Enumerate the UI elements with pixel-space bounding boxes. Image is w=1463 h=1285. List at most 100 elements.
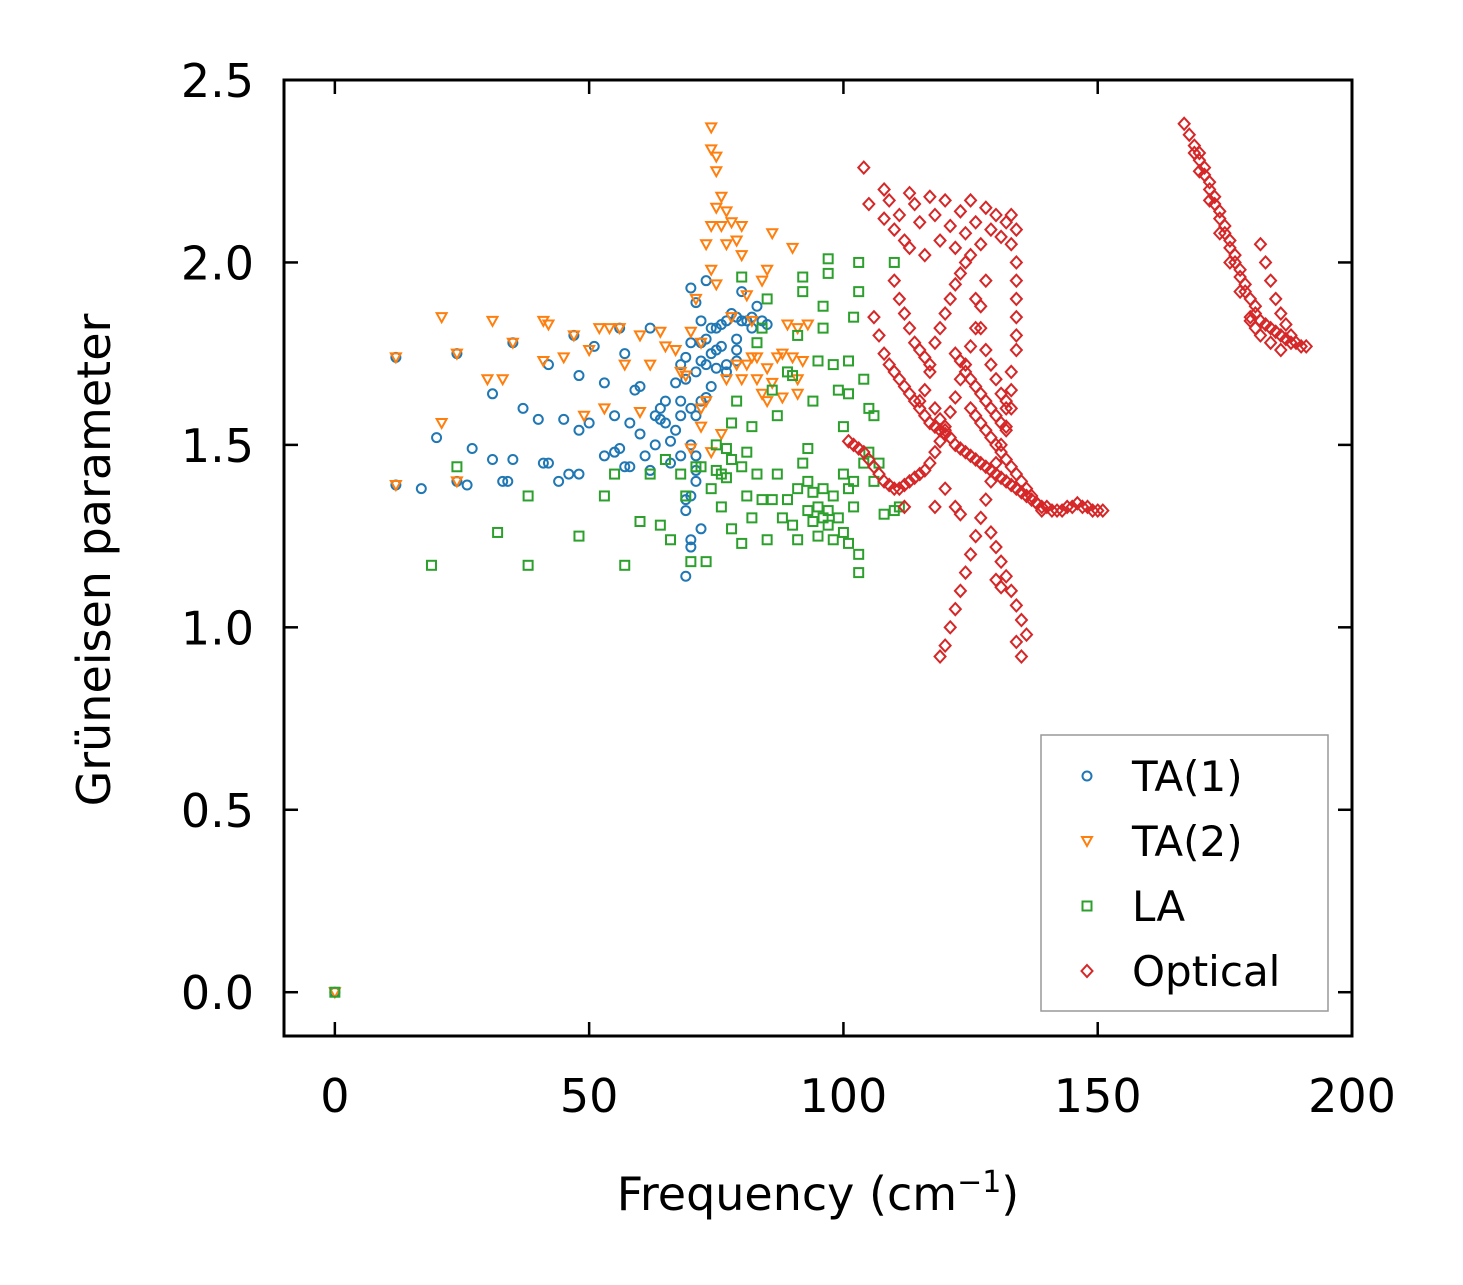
data-point — [1192, 145, 1207, 161]
data-point — [329, 986, 341, 998]
data-point — [719, 206, 734, 219]
data-point — [968, 214, 983, 230]
data-point — [741, 490, 753, 502]
data-point — [1050, 503, 1064, 519]
data-point — [994, 229, 1008, 245]
data-point — [756, 322, 768, 334]
data-point — [837, 468, 849, 480]
data-point — [1045, 503, 1059, 519]
data-point — [658, 341, 673, 354]
data-point — [953, 203, 968, 219]
data-point — [567, 330, 581, 343]
data-point — [837, 526, 849, 538]
y-tick-label: 2.5 — [181, 54, 254, 108]
data-point — [781, 366, 793, 378]
data-point — [389, 480, 403, 493]
data-point — [714, 191, 729, 204]
data-point — [592, 323, 607, 336]
data-point — [633, 330, 647, 343]
data-point — [928, 207, 942, 223]
data-point — [938, 192, 952, 208]
series-optical — [841, 116, 1314, 664]
x-tick-label: 100 — [800, 1069, 888, 1123]
axis-ticks: 0 50 100 150 200 0.0 0.5 1.0 1.5 2.0 2.5 — [181, 54, 1396, 1123]
data-point — [724, 217, 739, 230]
data-point — [771, 468, 783, 480]
data-point — [948, 240, 963, 256]
data-point — [1263, 273, 1278, 289]
data-point — [887, 273, 902, 289]
data-point — [705, 381, 717, 393]
data-point — [720, 359, 732, 371]
data-point — [907, 196, 922, 212]
data-point — [780, 319, 795, 332]
data-point — [704, 122, 718, 135]
data-point — [750, 374, 764, 387]
data-point — [797, 271, 809, 283]
data-point — [827, 359, 839, 371]
data-point — [938, 426, 952, 442]
data-point — [892, 207, 907, 223]
data-point — [1223, 233, 1237, 249]
data-point — [843, 355, 855, 367]
data-point — [1182, 127, 1197, 143]
data-point — [999, 400, 1014, 416]
data-point — [736, 271, 748, 283]
data-point — [709, 166, 723, 179]
data-point — [902, 185, 917, 201]
data-point — [760, 396, 774, 409]
data-point — [665, 435, 677, 447]
data-point — [989, 371, 1003, 387]
data-point — [487, 453, 499, 465]
legend-label: TA(1) — [1131, 752, 1243, 801]
data-point — [923, 189, 937, 205]
data-point — [1243, 313, 1258, 329]
data-point — [897, 499, 912, 515]
data-point — [700, 556, 712, 568]
data-point — [541, 319, 556, 332]
data-point — [1004, 207, 1019, 223]
data-point — [775, 392, 790, 405]
data-point — [719, 239, 734, 252]
data-point — [736, 537, 748, 549]
x-axis-label: Frequency (cm−1) — [617, 1165, 1020, 1221]
data-point — [557, 352, 571, 365]
data-point — [856, 444, 871, 460]
data-point — [614, 443, 626, 455]
data-point — [933, 649, 947, 664]
data-point — [984, 357, 998, 373]
data-point — [680, 373, 692, 385]
data-point — [877, 346, 891, 362]
data-point — [495, 374, 510, 387]
data-point — [817, 483, 829, 495]
data-point — [790, 323, 805, 336]
data-point — [1014, 649, 1029, 664]
data-point — [923, 364, 937, 380]
data-point — [700, 359, 712, 371]
data-point — [963, 546, 978, 562]
data-point — [675, 395, 687, 407]
data-point — [618, 359, 632, 372]
data-point — [1085, 503, 1100, 519]
data-point — [948, 389, 963, 405]
data-point — [633, 407, 647, 420]
data-point — [756, 494, 768, 506]
data-point — [888, 256, 900, 268]
data-point — [487, 388, 499, 400]
data-point — [714, 428, 729, 441]
data-point — [1009, 222, 1024, 238]
data-point — [1034, 503, 1049, 519]
data-point — [537, 457, 549, 469]
data-point — [690, 297, 702, 309]
data-point — [553, 475, 565, 487]
data-point — [1004, 382, 1019, 398]
data-point — [912, 214, 927, 230]
data-point — [609, 410, 621, 422]
data-point — [851, 441, 866, 457]
data-point — [598, 450, 610, 462]
data-point — [792, 329, 804, 341]
data-point — [1004, 364, 1019, 380]
data-point — [902, 320, 917, 336]
data-point — [848, 311, 860, 323]
